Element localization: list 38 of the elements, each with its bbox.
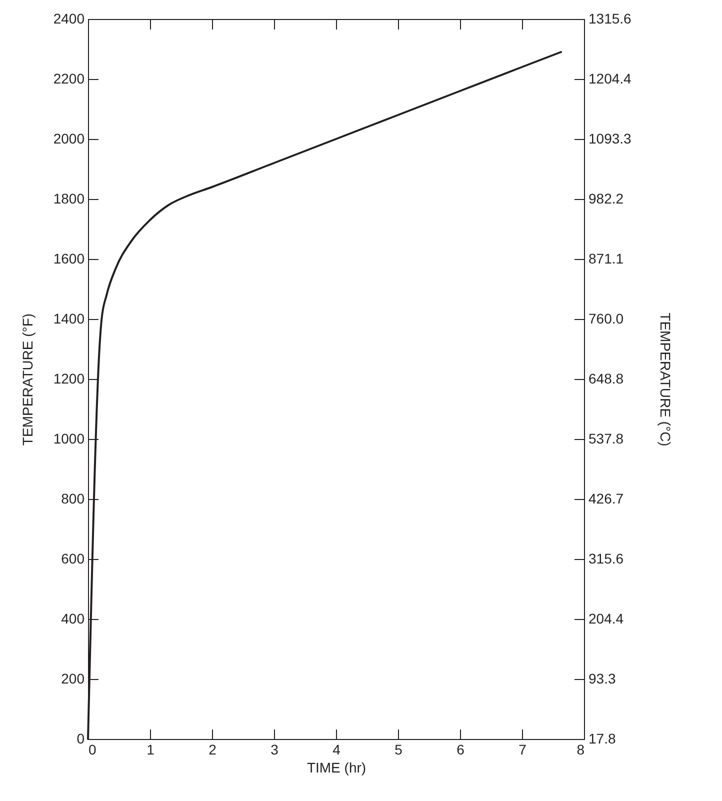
y2-tick-label: 426.7 — [588, 490, 624, 506]
y-tick-label: 800 — [61, 490, 85, 506]
y-tick-label: 1000 — [53, 430, 85, 446]
y-axis-title: TEMPERATURE (°F) — [19, 313, 36, 446]
y2-tick-label: 648.8 — [588, 370, 624, 387]
x-tick-label: 2 — [208, 742, 217, 758]
y2-tick-label: 315.6 — [588, 550, 624, 566]
x-tick-label: 4 — [332, 742, 341, 758]
y2-tick-label: 1315.6 — [588, 10, 632, 26]
y2-tick-label: 1093.3 — [588, 130, 632, 147]
y-tick-label: 2400 — [53, 10, 85, 26]
y-tick-label: 2200 — [53, 70, 85, 86]
x-tick-label: 3 — [270, 742, 279, 758]
x-tick-label: 5 — [394, 742, 403, 758]
y2-tick-label: 204.4 — [588, 610, 624, 627]
x-tick-label: 6 — [456, 742, 465, 758]
y-tick-label: 1600 — [53, 250, 85, 266]
x-tick-label: 8 — [576, 742, 585, 758]
x-tick-label: 1 — [146, 742, 155, 758]
y-tick-label: 1200 — [53, 370, 85, 386]
y2-tick-label: 1204.4 — [588, 70, 632, 87]
x-axis-title: TIME (hr) — [306, 760, 366, 776]
y2-tick-label: 93.3 — [588, 670, 616, 687]
y2-tick-label: 871.1 — [588, 250, 624, 267]
y-tick-label: 1400 — [53, 310, 85, 326]
y-tick-label: 1800 — [53, 190, 85, 206]
y-tick-label: 0 — [76, 730, 85, 746]
x-tick-label: 0 — [88, 742, 96, 758]
y2-axis-title: TEMPERATURE (°C) — [657, 312, 674, 446]
y2-tick-label: 982.2 — [588, 190, 624, 207]
y-tick-label: 200 — [61, 670, 85, 686]
y-tick-label: 2000 — [53, 130, 85, 146]
y2-tick-label: 537.8 — [588, 430, 624, 446]
y-tick-label: 600 — [61, 550, 85, 566]
y2-tick-label: 760.0 — [588, 310, 624, 327]
x-tick-label: 7 — [518, 742, 527, 758]
y2-tick-label: 17.8 — [588, 730, 616, 746]
y-tick-label: 400 — [61, 610, 85, 626]
